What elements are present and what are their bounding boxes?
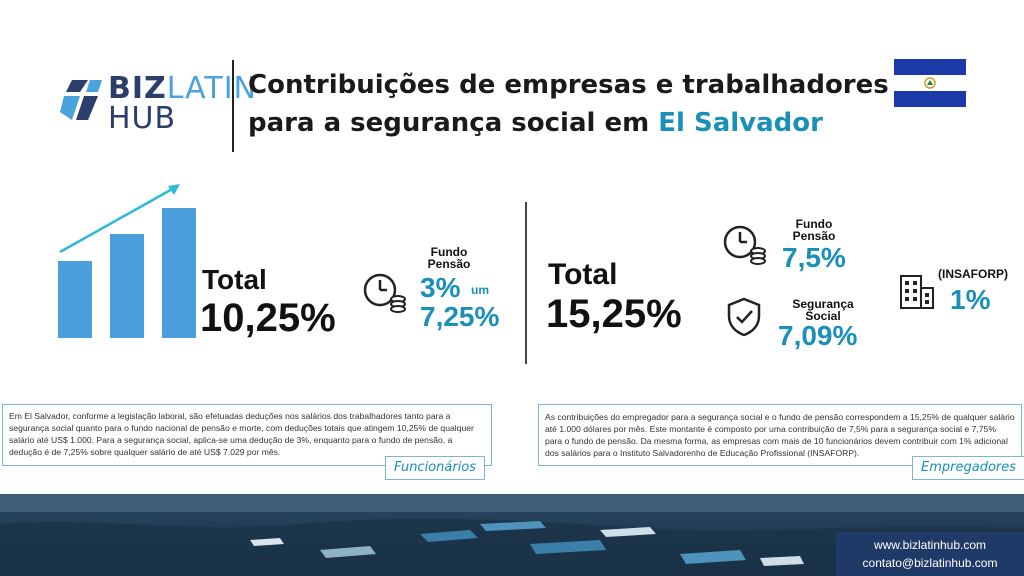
employers-tag: Empregadores bbox=[912, 456, 1024, 480]
title-line-2: para a segurança social em El Salvador bbox=[248, 108, 823, 138]
employees-value-b: 7,25% bbox=[420, 301, 500, 332]
growth-arrow-line bbox=[59, 186, 175, 254]
email-link[interactable]: contato@bizlatinhub.com bbox=[862, 556, 998, 570]
section-divider bbox=[525, 202, 527, 364]
el-salvador-flag-icon bbox=[894, 59, 966, 107]
employers-text-box: As contribuições do empregador para a se… bbox=[538, 404, 1022, 466]
employers-pension-label: Fundo Pensão bbox=[792, 217, 836, 243]
employees-value-a: 3% bbox=[420, 272, 461, 303]
bar-chart-growth-icon bbox=[58, 184, 196, 338]
employers-pension-value: 7,5% bbox=[782, 242, 846, 273]
employees-pension-label: Fundo Pensão bbox=[427, 245, 471, 271]
employees-total-value: 10,25% bbox=[200, 296, 336, 340]
growth-bar-2 bbox=[110, 234, 144, 338]
growth-bar-1 bbox=[58, 261, 92, 338]
employers-total-value: 15,25% bbox=[546, 292, 682, 336]
header-divider bbox=[232, 60, 234, 152]
employers-insaforp-value: 1% bbox=[950, 284, 991, 315]
employees-text-box: Em El Salvador, conforme a legislação la… bbox=[2, 404, 492, 466]
clock-coins-icon bbox=[363, 273, 406, 313]
bizlatinhub-logo-icon bbox=[60, 80, 102, 120]
employers-social-value: 7,09% bbox=[778, 320, 858, 351]
employers-insaforp-label: (INSAFORP) bbox=[938, 267, 1008, 281]
title-line-1: Contribuições de empresas e trabalhadore… bbox=[248, 70, 889, 100]
brand-logo: BIZLATIN HUB bbox=[58, 70, 256, 136]
shield-check-icon bbox=[727, 297, 761, 337]
employers-description: As contribuições do empregador para a se… bbox=[545, 412, 1015, 458]
employees-tag: Funcionários bbox=[385, 456, 486, 480]
building-icon bbox=[900, 275, 934, 309]
website-link[interactable]: www.bizlatinhub.com bbox=[873, 538, 987, 552]
employees-total-label: Total bbox=[202, 264, 267, 295]
growth-arrow-head bbox=[168, 184, 180, 195]
growth-bar-3 bbox=[162, 208, 196, 338]
brand-word-1: BIZLATIN bbox=[108, 71, 257, 106]
employees-description: Em El Salvador, conforme a legislação la… bbox=[9, 411, 474, 457]
employees-connector: um bbox=[471, 283, 489, 297]
contact-box: www.bizlatinhub.com contato@bizlatinhub.… bbox=[836, 532, 1024, 576]
page-title: Contribuições de empresas e trabalhadore… bbox=[248, 66, 889, 142]
title-country: El Salvador bbox=[658, 108, 823, 138]
employers-social-label: Segurança Social bbox=[792, 297, 854, 323]
brand-word-2: HUB bbox=[108, 101, 177, 136]
employers-total-label: Total bbox=[548, 258, 618, 291]
clock-coins-icon bbox=[723, 225, 766, 265]
